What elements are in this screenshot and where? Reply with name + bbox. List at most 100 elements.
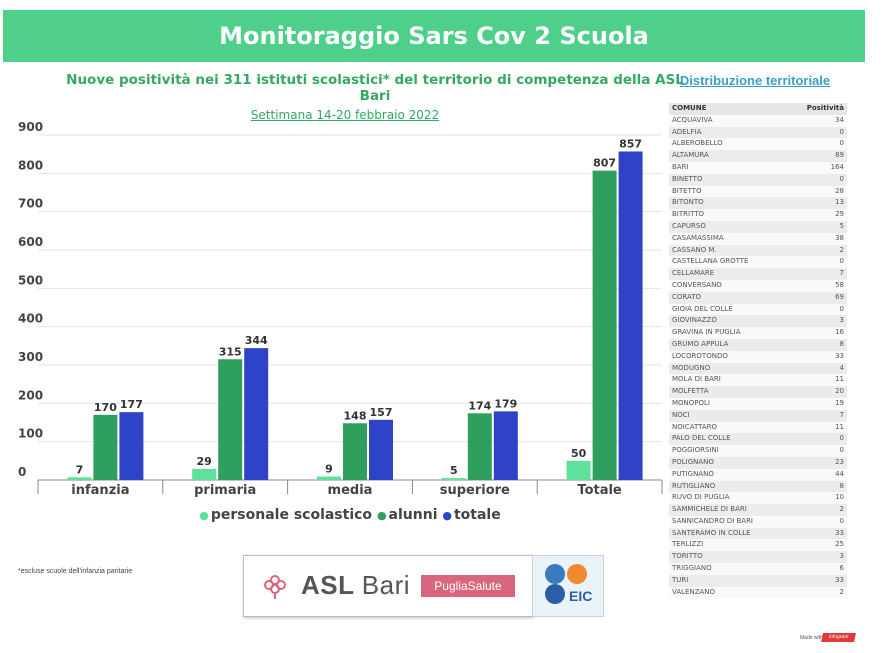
positivita-value: 0: [839, 516, 844, 525]
y-tick-label: 600: [18, 235, 43, 249]
footnote: *escluse scuole dell'infanzia paritarie: [18, 568, 133, 575]
comune-name: PUTIGNANO: [672, 469, 714, 478]
positivita-value: 0: [839, 434, 844, 443]
table-row: CONVERSANO 58: [669, 279, 847, 292]
positivita-value: 29: [835, 210, 844, 219]
legend-item-personale: ● personale scolastico: [199, 507, 373, 523]
comune-name: SAMMICHELE DI BARI: [672, 505, 747, 514]
table-header: COMUNE Positività: [669, 103, 847, 115]
positivita-value: 33: [835, 351, 844, 360]
positivita-value: 33: [835, 575, 844, 584]
asl-flower-icon: [264, 575, 286, 599]
positivita-value: 3: [839, 316, 844, 325]
positivita-value: 7: [839, 269, 844, 278]
data-label: 5: [450, 464, 458, 477]
puglia-salute-logo: PugliaSalute: [421, 575, 515, 597]
eic-emblem-icon: EIC: [545, 564, 597, 604]
table-row: GIOVINAZZO 3: [669, 315, 847, 328]
positivita-value: 34: [835, 115, 844, 124]
y-tick-label: 300: [18, 350, 43, 364]
x-tick-label: infanzia: [71, 483, 129, 498]
comune-name: ALBEROBELLO: [672, 139, 723, 148]
distribution-table: COMUNE Positività ACQUAVIVA 34 ADELFIA 0 ALB…: [669, 103, 847, 599]
data-label: 315: [219, 345, 242, 358]
comune-name: BITRITTO: [672, 210, 705, 219]
infogram-badge[interactable]: infogram: [821, 633, 856, 642]
x-tick-label: primaria: [194, 483, 256, 498]
comune-name: SANNICANDRO DI BARI: [672, 516, 753, 525]
bar: [493, 411, 518, 480]
bar: [369, 419, 393, 480]
bar: [93, 414, 118, 480]
positivita-value: 3: [839, 552, 844, 561]
positivita-value: 2: [839, 587, 844, 596]
header-positivita: Positività: [806, 104, 844, 112]
table-row: SANTERAMO IN COLLE 33: [669, 527, 847, 540]
comune-name: GRAVINA IN PUGLIA: [672, 328, 741, 337]
made-with-label: Made with: [800, 635, 823, 641]
data-label: 807: [593, 157, 616, 170]
comune-name: GIOIA DEL COLLE: [672, 304, 733, 313]
positivita-value: 5: [839, 221, 844, 230]
bar-chart: 0 100 200 300 400 500 600 700 800 900 7 170 177 infan…: [18, 120, 663, 498]
positivita-value: 16: [835, 328, 844, 337]
table-row: TURI 33: [669, 574, 847, 587]
comune-name: CELLAMARE: [672, 269, 715, 278]
positivita-value: 38: [835, 233, 844, 242]
positivita-value: 0: [839, 127, 844, 136]
comune-name: VALENZANO: [672, 587, 716, 596]
table-row: CAPURSO 5: [669, 220, 847, 233]
data-label: 344: [245, 334, 268, 347]
table-row: POGGIORSINI 0: [669, 445, 847, 457]
eic-label: EIC: [569, 588, 592, 604]
comune-name: BITONTO: [672, 198, 704, 207]
y-tick-label: 700: [18, 197, 43, 211]
positivita-value: 89: [835, 151, 844, 160]
positivita-value: 11: [835, 375, 844, 384]
table-row: RUVO DI PUGLIA 10: [669, 492, 847, 505]
positivita-value: 25: [835, 540, 844, 549]
table-row: ALTAMURA 89: [669, 150, 847, 162]
eic-logo: EIC: [532, 555, 604, 617]
comune-name: POGGIORSINI: [672, 446, 719, 455]
table-row: RUTIGLIANO 8: [669, 480, 847, 493]
table-row: CASSANO M. 2: [669, 244, 847, 257]
comune-name: CASTELLANA GROTTE: [672, 257, 749, 266]
comune-name: SANTERAMO IN COLLE: [672, 528, 751, 537]
positivita-value: 0: [839, 257, 844, 266]
table-row: PALO DEL COLLE 0: [669, 433, 847, 446]
table-row: LOCOROTONDO 33: [669, 350, 847, 363]
table-row: BITONTO 13: [669, 197, 847, 210]
comune-name: RUTIGLIANO: [672, 481, 716, 490]
distribution-title: Distribuzione territoriale: [679, 73, 831, 88]
positivita-value: 8: [839, 339, 844, 348]
comune-name: ACQUAVIVA: [672, 115, 713, 124]
positivita-value: 4: [839, 363, 844, 372]
positivita-value: 0: [839, 174, 844, 183]
positivita-value: 69: [835, 292, 844, 301]
comune-name: PALO DEL COLLE: [672, 434, 731, 443]
table-row: NOICATTARO 11: [669, 421, 847, 434]
header-comune: COMUNE: [672, 104, 707, 112]
positivita-value: 0: [839, 139, 844, 148]
comune-name: CAPURSO: [672, 221, 706, 230]
bar: [192, 468, 217, 480]
table-row: MODUGNO 4: [669, 362, 847, 375]
comune-name: ADELFIA: [672, 127, 702, 136]
comune-name: NOICATTARO: [672, 422, 717, 431]
comune-name: LOCOROTONDO: [672, 351, 728, 360]
comune-name: BINETTO: [672, 174, 703, 183]
data-label: 179: [494, 397, 517, 410]
positivita-value: 44: [835, 469, 844, 478]
data-label: 148: [344, 409, 367, 422]
comune-name: TRIGGIANO: [672, 564, 712, 573]
table-row: CASAMASSIMA 38: [669, 232, 847, 245]
y-tick-label: 800: [18, 158, 43, 172]
bar: [67, 477, 92, 480]
table-row: MOLFETTA 20: [669, 386, 847, 398]
comune-name: MOLFETTA: [672, 387, 709, 396]
comune-name: CASAMASSIMA: [672, 233, 724, 242]
asl-bari-logo: ASL Bari PugliaSalute: [243, 555, 533, 617]
title-banner: Monitoraggio Sars Cov 2 Scuola: [3, 10, 865, 62]
page-title: Monitoraggio Sars Cov 2 Scuola: [219, 22, 649, 50]
